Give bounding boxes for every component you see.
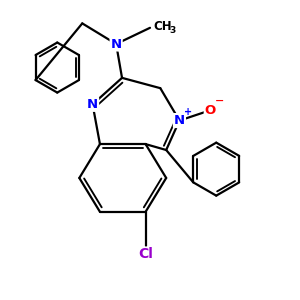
Text: CH: CH (154, 20, 172, 33)
Text: Cl: Cl (138, 247, 153, 261)
Text: 3: 3 (169, 26, 176, 35)
Text: N: N (111, 38, 122, 50)
Text: −: − (215, 96, 224, 106)
Text: N: N (87, 98, 98, 111)
Text: O: O (205, 104, 216, 117)
Text: +: + (184, 107, 192, 117)
Text: N: N (174, 114, 185, 127)
